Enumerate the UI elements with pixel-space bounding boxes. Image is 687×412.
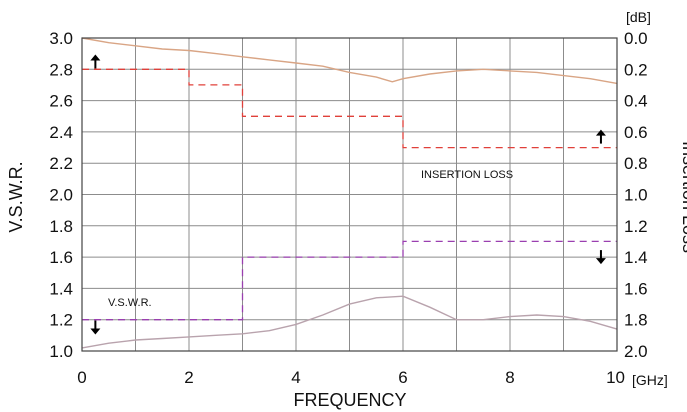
left-tick-label: 1.2 <box>49 311 73 330</box>
x-tick-label: 10 <box>606 368 625 387</box>
right-tick-label: 1.8 <box>624 311 648 330</box>
x-tick-label: 6 <box>398 368 407 387</box>
series-line-vswr-spec <box>82 240 617 321</box>
right-tick-label: 2.0 <box>624 342 648 361</box>
right-axis-ticks: 0.0 0.2 0.4 0.6 0.8 1.0 1.2 1.4 1.6 1.8 2.0 <box>624 29 648 361</box>
x-tick-label: 8 <box>505 368 514 387</box>
right-tick-label: 1.6 <box>624 279 648 298</box>
right-tick-label: 1.0 <box>624 186 648 205</box>
series-line-insertion-loss <box>81 37 618 85</box>
right-tick-label: 0.4 <box>624 92 648 111</box>
right-tick-label: 1.2 <box>624 217 648 236</box>
left-tick-label: 3.0 <box>49 29 73 48</box>
plot-frame <box>81 37 618 352</box>
series-line-insertion-loss-spec <box>82 68 617 149</box>
x-axis-title: FREQUENCY <box>293 390 406 410</box>
left-tick-label: 2.4 <box>49 123 73 142</box>
insertion-loss-annotation: INSERTION LOSS <box>421 169 513 181</box>
right-tick-label: 1.4 <box>624 248 648 267</box>
arrow-down-icon <box>595 258 606 265</box>
spec-lines <box>82 68 617 321</box>
left-axis-title: V.S.W.R. <box>6 161 26 232</box>
left-tick-label: 2.2 <box>49 154 73 173</box>
arrow-up-icon <box>90 54 101 61</box>
left-tick-label: 1.8 <box>49 217 73 236</box>
series-line-v-s-w-r <box>81 295 618 349</box>
left-tick-label: 2.0 <box>49 186 73 205</box>
right-axis-title: Insertion Loss <box>679 141 687 253</box>
left-axis-ticks: 1.0 1.2 1.4 1.6 1.8 2.0 2.2 2.4 2.6 2.8 3.0 <box>49 29 73 361</box>
x-axis-unit: [GHz] <box>632 372 668 388</box>
right-axis-unit: [dB] <box>626 9 651 25</box>
x-axis-ticks: 0 2 4 6 8 10 <box>77 368 625 387</box>
x-tick-label: 2 <box>184 368 193 387</box>
arrow-down-icon <box>90 328 101 335</box>
left-tick-label: 2.8 <box>49 60 73 79</box>
right-tick-label: 0.6 <box>624 123 648 142</box>
limit-arrows <box>90 54 606 335</box>
right-tick-label: 0.0 <box>624 29 648 48</box>
left-tick-label: 1.0 <box>49 342 73 361</box>
arrow-up-icon <box>595 129 606 136</box>
right-tick-label: 0.2 <box>624 60 648 79</box>
left-tick-label: 1.4 <box>49 279 73 298</box>
measured-curves <box>81 37 618 349</box>
right-tick-label: 0.8 <box>624 154 648 173</box>
vswr-annotation: V.S.W.R. <box>108 297 152 309</box>
x-tick-label: 4 <box>291 368 300 387</box>
x-tick-label: 0 <box>77 368 86 387</box>
left-tick-label: 2.6 <box>49 92 73 111</box>
left-tick-label: 1.6 <box>49 248 73 267</box>
